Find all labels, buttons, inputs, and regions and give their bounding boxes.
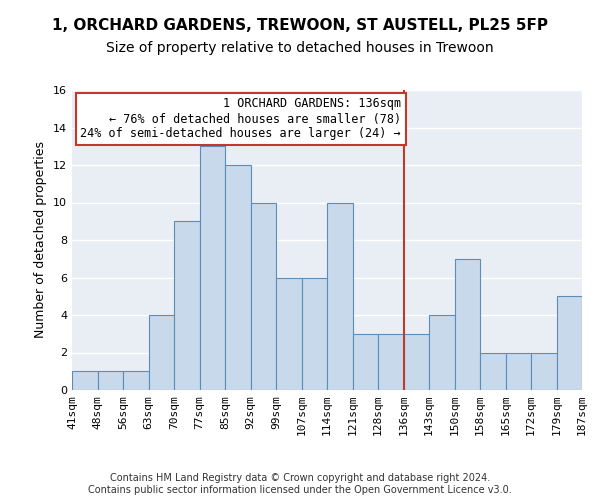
Bar <box>225 165 251 390</box>
Bar <box>302 278 327 390</box>
Bar <box>123 371 149 390</box>
Y-axis label: Number of detached properties: Number of detached properties <box>34 142 47 338</box>
Text: 1 ORCHARD GARDENS: 136sqm
← 76% of detached houses are smaller (78)
24% of semi-: 1 ORCHARD GARDENS: 136sqm ← 76% of detac… <box>80 98 401 140</box>
Bar <box>531 352 557 390</box>
Bar <box>276 278 302 390</box>
Bar <box>429 315 455 390</box>
Bar <box>353 334 378 390</box>
Text: Contains HM Land Registry data © Crown copyright and database right 2024.
Contai: Contains HM Land Registry data © Crown c… <box>88 474 512 495</box>
Bar <box>557 296 582 390</box>
Bar <box>455 259 480 390</box>
Bar <box>505 352 531 390</box>
Bar <box>199 146 225 390</box>
Text: Size of property relative to detached houses in Trewoon: Size of property relative to detached ho… <box>106 41 494 55</box>
Bar <box>251 202 276 390</box>
Text: 1, ORCHARD GARDENS, TREWOON, ST AUSTELL, PL25 5FP: 1, ORCHARD GARDENS, TREWOON, ST AUSTELL,… <box>52 18 548 32</box>
Bar <box>480 352 505 390</box>
Bar <box>174 221 199 390</box>
Bar <box>97 371 123 390</box>
Bar <box>404 334 429 390</box>
Bar <box>327 202 353 390</box>
Bar <box>378 334 404 390</box>
Bar <box>149 315 174 390</box>
Bar <box>72 371 97 390</box>
